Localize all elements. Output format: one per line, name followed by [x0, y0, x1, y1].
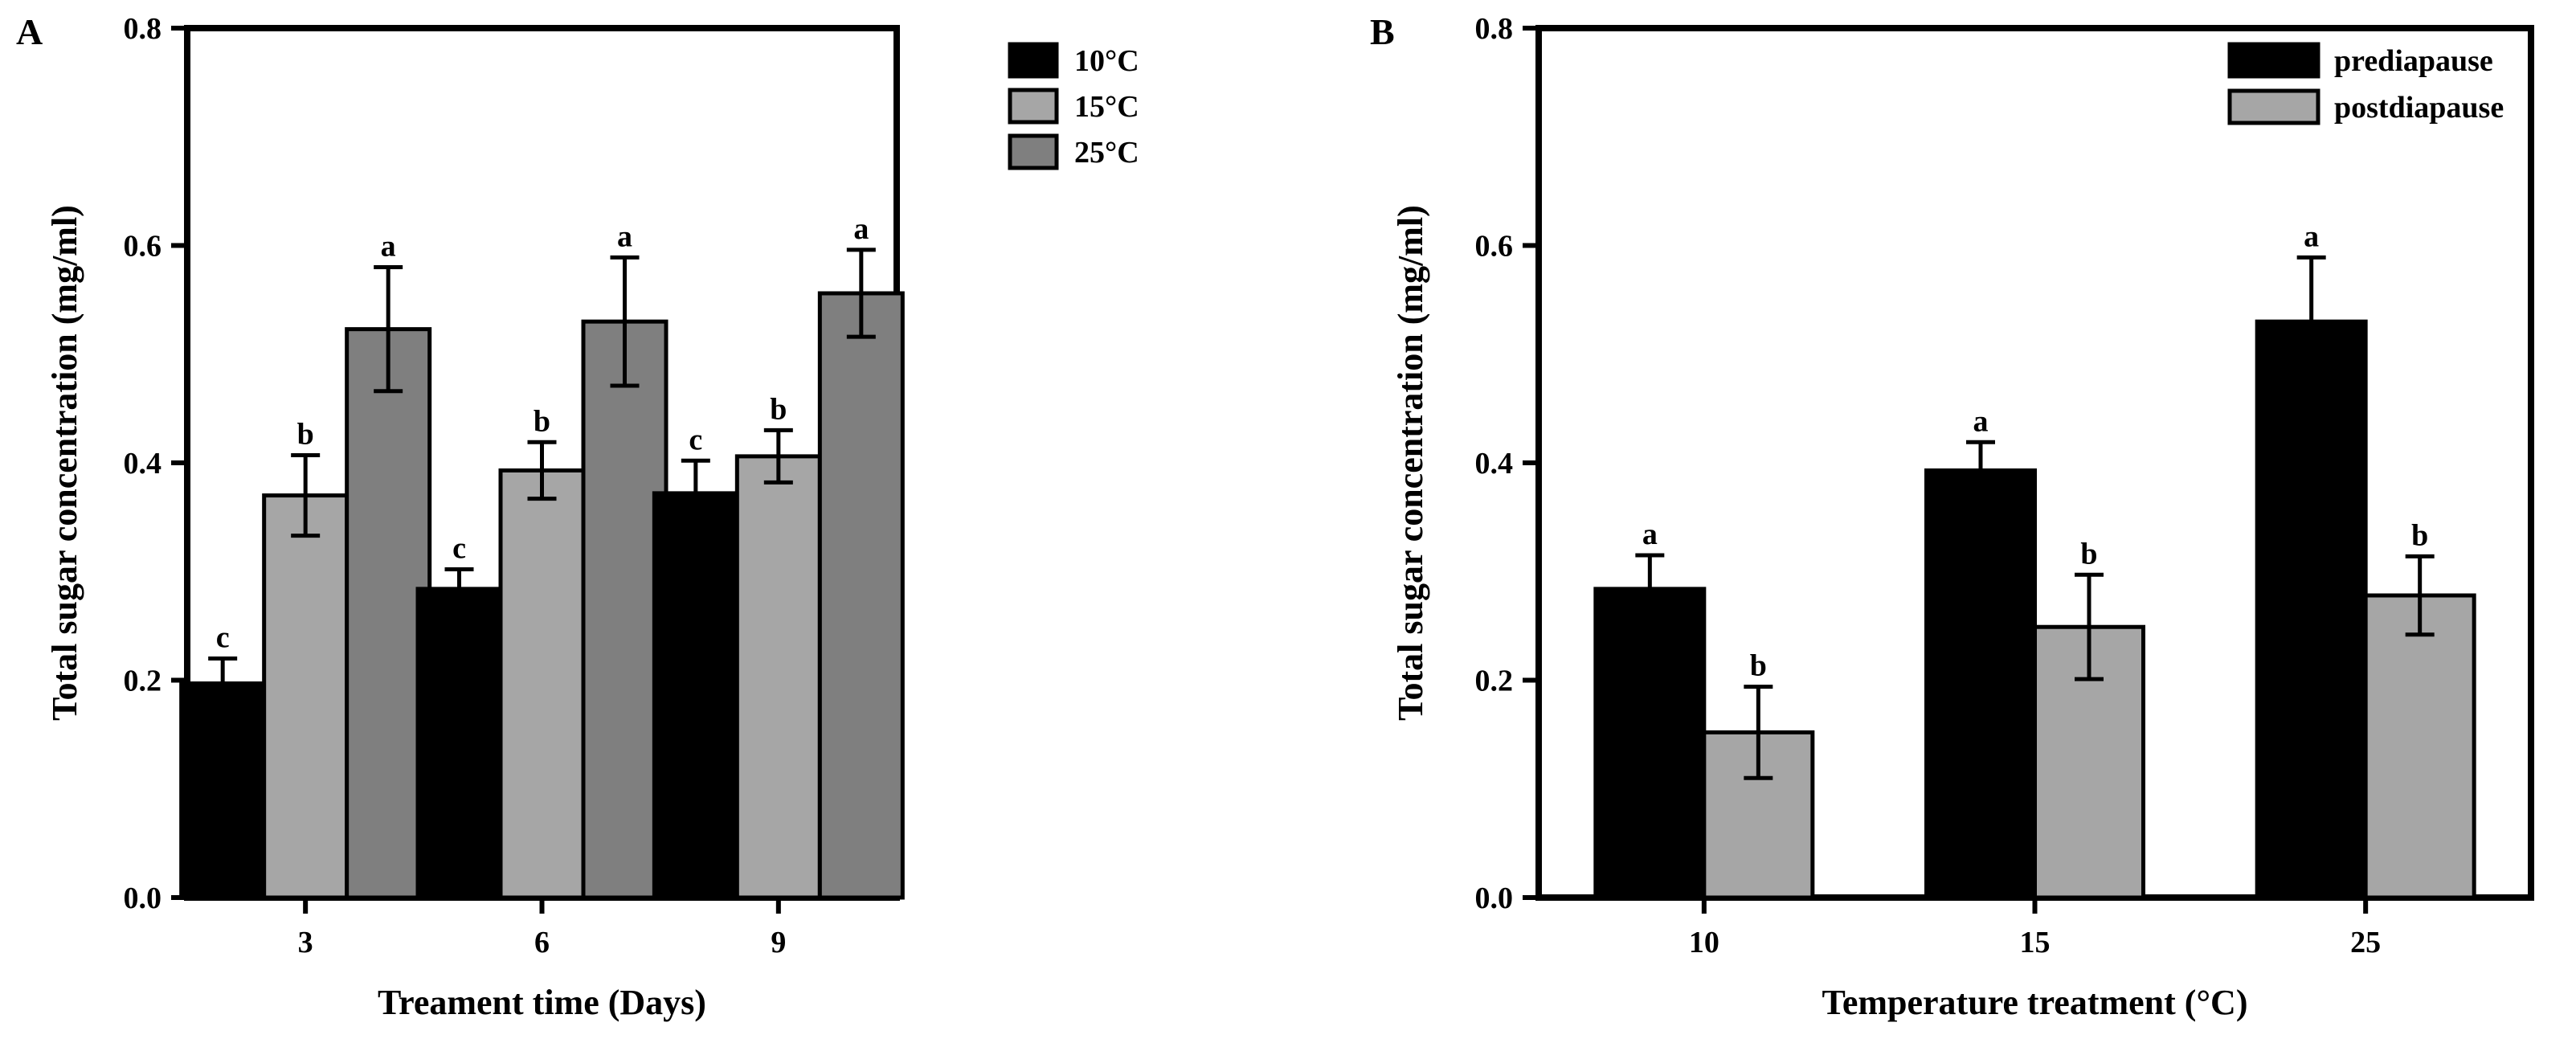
- legend-label: 25°C: [1074, 136, 1139, 170]
- panel-letter: B: [1370, 11, 1395, 52]
- x-category-label: 25: [2350, 926, 2381, 959]
- y-tick-label: 0.2: [1475, 665, 1514, 698]
- legend-swatch: [1008, 88, 1059, 125]
- x-category-label: 6: [534, 926, 550, 959]
- bar: [734, 454, 822, 900]
- significance-letter: b: [2080, 537, 2097, 571]
- legend-swatch: [2227, 88, 2320, 125]
- x-axis-title: Temperature treatment (°C): [1822, 983, 2248, 1022]
- significance-letter: c: [216, 620, 230, 654]
- significance-letter: c: [452, 532, 466, 566]
- y-tick-label: 0.8: [1475, 12, 1514, 46]
- panel-a: A 0.0 0.2 0.4 0.6 0.8 Total sugar concentratio…: [16, 11, 1139, 1022]
- bar: [2255, 319, 2368, 900]
- bar: [415, 587, 503, 900]
- y-tick-label: 0.6: [124, 230, 162, 264]
- panel-b: B 0.0 0.2 0.4 0.6 0.8 Total sugar concentratio…: [1370, 11, 2534, 1022]
- significance-letter: a: [381, 230, 396, 264]
- legend-swatch: [1008, 42, 1059, 79]
- x-category-label: 15: [2020, 926, 2051, 959]
- bar: [652, 491, 739, 900]
- significance-letter: a: [2304, 219, 2319, 253]
- significance-letter: b: [534, 404, 550, 438]
- significance-letter: b: [2411, 518, 2428, 552]
- bar: [262, 493, 350, 900]
- y-tick-label: 0.8: [124, 12, 162, 46]
- y-tick-label: 0.0: [1475, 881, 1514, 915]
- bar: [1593, 587, 1707, 900]
- legend-swatch: [1008, 133, 1059, 170]
- y-tick-label: 0.0: [124, 881, 162, 915]
- significance-letter: a: [1642, 517, 1658, 551]
- significance-letter: c: [689, 423, 702, 456]
- y-tick-label: 0.4: [124, 447, 162, 481]
- bar: [1924, 468, 2037, 900]
- y-axis-title: Total sugar concentration (mg/ml): [1391, 205, 1430, 721]
- y-tick-label: 0.4: [1475, 447, 1514, 481]
- panel-letter: A: [16, 11, 43, 52]
- x-category-label: 10: [1689, 926, 1719, 959]
- y-tick-label: 0.6: [1475, 230, 1514, 264]
- legend-label: postdiapause: [2334, 91, 2504, 125]
- bar: [2363, 593, 2476, 900]
- bar: [179, 681, 267, 900]
- bar: [498, 468, 586, 900]
- significance-letter: a: [617, 219, 632, 253]
- y-axis-title: Total sugar concentration (mg/ml): [45, 205, 84, 721]
- significance-letter: b: [1750, 649, 1767, 683]
- significance-letter: a: [1973, 404, 1989, 438]
- x-axis-title: Treament time (Days): [378, 983, 706, 1022]
- significance-letter: b: [297, 418, 314, 452]
- x-category-label: 3: [298, 926, 313, 959]
- legend-swatch: [2227, 42, 2320, 79]
- x-category-label: 9: [771, 926, 786, 959]
- legend-label: 10°C: [1074, 44, 1139, 78]
- significance-letter: b: [770, 392, 787, 426]
- significance-letter: a: [853, 212, 869, 246]
- legend-label: prediapause: [2334, 44, 2493, 78]
- bar: [817, 291, 905, 900]
- legend-label: 15°C: [1074, 90, 1139, 124]
- y-tick-label: 0.2: [124, 665, 162, 698]
